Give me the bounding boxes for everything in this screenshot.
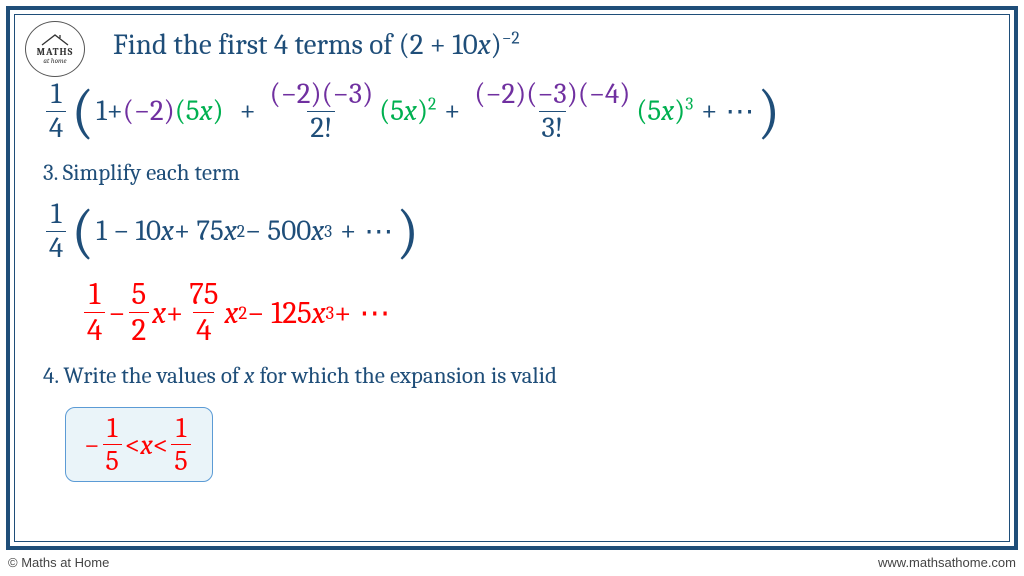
ellipsis-1: ⋯ [725, 94, 755, 129]
expansion-line-2: 1 4 ( 1 − 10x + 75x2 − 500x3 + ⋯ ) [43, 200, 981, 263]
valid-lhs: 1 5 [103, 414, 122, 475]
house-icon [40, 33, 70, 47]
ellipsis-3: ⋯ [359, 295, 391, 331]
ans-minus: − [108, 295, 125, 331]
lt-2: < [153, 429, 169, 461]
frac-den: 4 [46, 111, 66, 143]
valid-rhs: 1 5 [171, 414, 190, 475]
big-lparen-2: ( [71, 211, 94, 253]
title-close: ) [491, 29, 502, 62]
step-4-label: 4. Write the values of x for which the e… [43, 362, 981, 389]
ellipsis-2: ⋯ [364, 214, 394, 249]
expansion-line-1: 1 4 ( 1 + (−2) (5x) + (−2)(−3) 2! (5x)2 … [43, 80, 981, 143]
t2-frac: (−2)(−3) 2! [267, 80, 377, 143]
ans-f2: 5 2 [128, 279, 149, 346]
title-exp: −2 [502, 28, 520, 48]
frac-den: 4 [46, 231, 66, 263]
t1-factor: (5x) [175, 95, 224, 128]
t2-den: 2! [307, 111, 335, 143]
t3-num: (−2)(−3)(−4) [471, 80, 633, 111]
inner-frame: MATHS at home Find the first 4 terms of … [14, 14, 1010, 542]
footer-copyright: © Maths at Home [8, 555, 109, 570]
t3-den: 3! [539, 111, 567, 143]
big-lparen: ( [71, 91, 94, 133]
leading-frac: 1 4 [46, 80, 66, 143]
lt-1: < [125, 429, 141, 461]
neg-sign: − [84, 429, 100, 461]
t3-frac: (−2)(−3)(−4) 3! [471, 80, 633, 143]
page-title: Find the first 4 terms of (2 + 10x)−2 [113, 29, 981, 62]
t2-factor: (5x)2 [379, 95, 436, 128]
ans-f1: 1 4 [84, 279, 105, 346]
brand-logo: MATHS at home [25, 21, 85, 77]
t3-factor: (5x)3 [636, 95, 693, 128]
leading-frac-2: 1 4 [46, 200, 66, 263]
final-answer-line: 1 4 − 5 2 x + 75 4 x2 − 125x3 + ⋯ [81, 279, 981, 346]
ans-t3: − 125 [247, 295, 312, 331]
ans-plus: + [166, 295, 183, 331]
ans-f3: 75 4 [186, 279, 221, 346]
validity-box: − 1 5 < x < 1 5 [65, 407, 213, 482]
big-rparen: ) [757, 91, 780, 133]
outer-frame: MATHS at home Find the first 4 terms of … [6, 6, 1018, 550]
brand-text-top: MATHS [37, 47, 74, 58]
step4-b: for which the expansion is valid [254, 362, 557, 389]
brand-text-sub: at home [43, 58, 66, 66]
l2-b: + 75 [174, 215, 224, 248]
big-rparen-2: ) [396, 211, 419, 253]
step4-a: 4. Write the values of [43, 362, 244, 389]
step-3-label: 3. Simplify each term [43, 159, 981, 186]
title-prefix: Find the first 4 terms of (2 + 10 [113, 29, 478, 62]
l2-c: − 500 [245, 215, 311, 248]
t2-num: (−2)(−3) [267, 80, 377, 111]
footer-url: www.mathsathome.com [878, 555, 1016, 570]
frac-num: 1 [48, 200, 65, 231]
frac-num: 1 [48, 80, 65, 111]
t1-coeff: (−2) [123, 95, 175, 128]
l2-a: 1 − 10 [96, 215, 161, 248]
term0: 1 [96, 95, 107, 128]
title-var: x [478, 29, 491, 62]
